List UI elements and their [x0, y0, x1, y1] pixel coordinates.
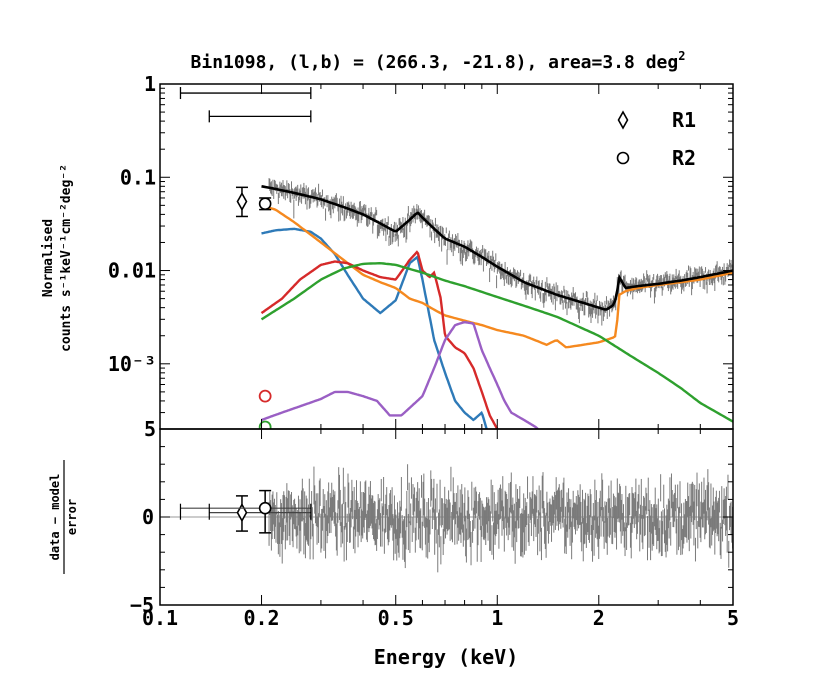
- total-model-curve: [261, 185, 733, 311]
- resid-y-label-denominator: error: [65, 499, 79, 535]
- x-tick-label: 0.1: [142, 606, 178, 630]
- diamond-marker: [236, 191, 248, 212]
- y-tick-label: 0.01: [108, 259, 156, 283]
- y-axis-label-line1: Normalised: [41, 219, 56, 297]
- circle-marker: [258, 197, 272, 211]
- x-tick-label: 2: [593, 606, 605, 630]
- x-tick-label: 0.2: [243, 606, 279, 630]
- y-axis-label-line2: counts s⁻¹keV⁻¹cm⁻²deg⁻²: [59, 164, 74, 352]
- resid-y-tick-label: 0: [142, 505, 154, 529]
- model-component-blue: [261, 227, 488, 429]
- diamond-marker: [236, 502, 248, 523]
- model-component-red: [260, 250, 499, 429]
- chart-title: Bin1098, (l,b) = (266.3, -21.8), area=3.…: [191, 49, 686, 73]
- model-component-orange: [261, 204, 733, 349]
- y-tick-label: 10⁻³: [108, 352, 156, 376]
- legend-label-r2: R2: [672, 146, 696, 170]
- model-marker: [258, 420, 272, 429]
- circle-marker: [258, 501, 272, 515]
- axes: 0.1 0.2 0.5 1 2 5 1 0.1 0.01 10⁻³ 5 0 −5: [108, 72, 739, 630]
- resid-y-label-numerator: data − model: [48, 474, 62, 561]
- x-tick-label: 5: [727, 606, 739, 630]
- circle-marker: [616, 151, 630, 165]
- y-tick-label: 5: [144, 417, 156, 441]
- y-tick-label: 1: [144, 72, 156, 96]
- x-tick-label: 0.5: [378, 606, 414, 630]
- legend: R1 R2: [616, 108, 696, 170]
- model-marker: [258, 389, 272, 403]
- model-component-purple: [261, 320, 539, 429]
- y-tick-label: 0.1: [120, 165, 156, 189]
- top-panel-data: [179, 87, 733, 429]
- model-component-green: [260, 261, 733, 423]
- x-axis-label: Energy (keV): [374, 645, 519, 669]
- x-tick-label: 1: [491, 606, 503, 630]
- residual-panel-data: [160, 464, 733, 573]
- resid-y-tick-label: −5: [130, 593, 154, 617]
- legend-label-r1: R1: [672, 108, 696, 132]
- diamond-marker: [617, 110, 629, 130]
